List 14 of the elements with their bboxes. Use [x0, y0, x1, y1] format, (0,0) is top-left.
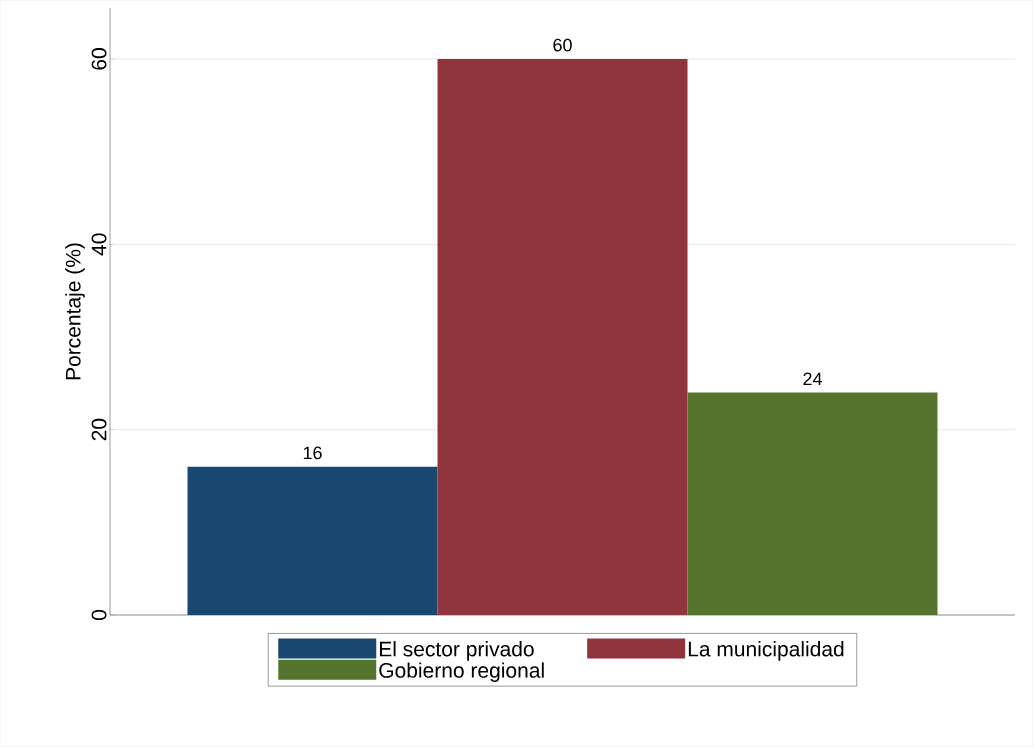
legend-label: Gobierno regional [379, 662, 544, 682]
y-axis-title: Porcentaje (%) [65, 243, 85, 380]
legend-label: La municipalidad [688, 641, 844, 661]
data-label: 60 [553, 38, 572, 52]
bar [437, 58, 688, 615]
bar [187, 466, 438, 615]
y-tick-label: 60 [91, 48, 107, 70]
bar [687, 392, 938, 615]
data-label: 24 [803, 372, 822, 386]
legend-label: El sector privado [379, 641, 534, 661]
y-tick-label: 40 [91, 233, 107, 256]
y-tick-label: 0 [91, 609, 107, 621]
data-label: 16 [303, 446, 322, 460]
y-tick-label: 20 [91, 418, 107, 441]
